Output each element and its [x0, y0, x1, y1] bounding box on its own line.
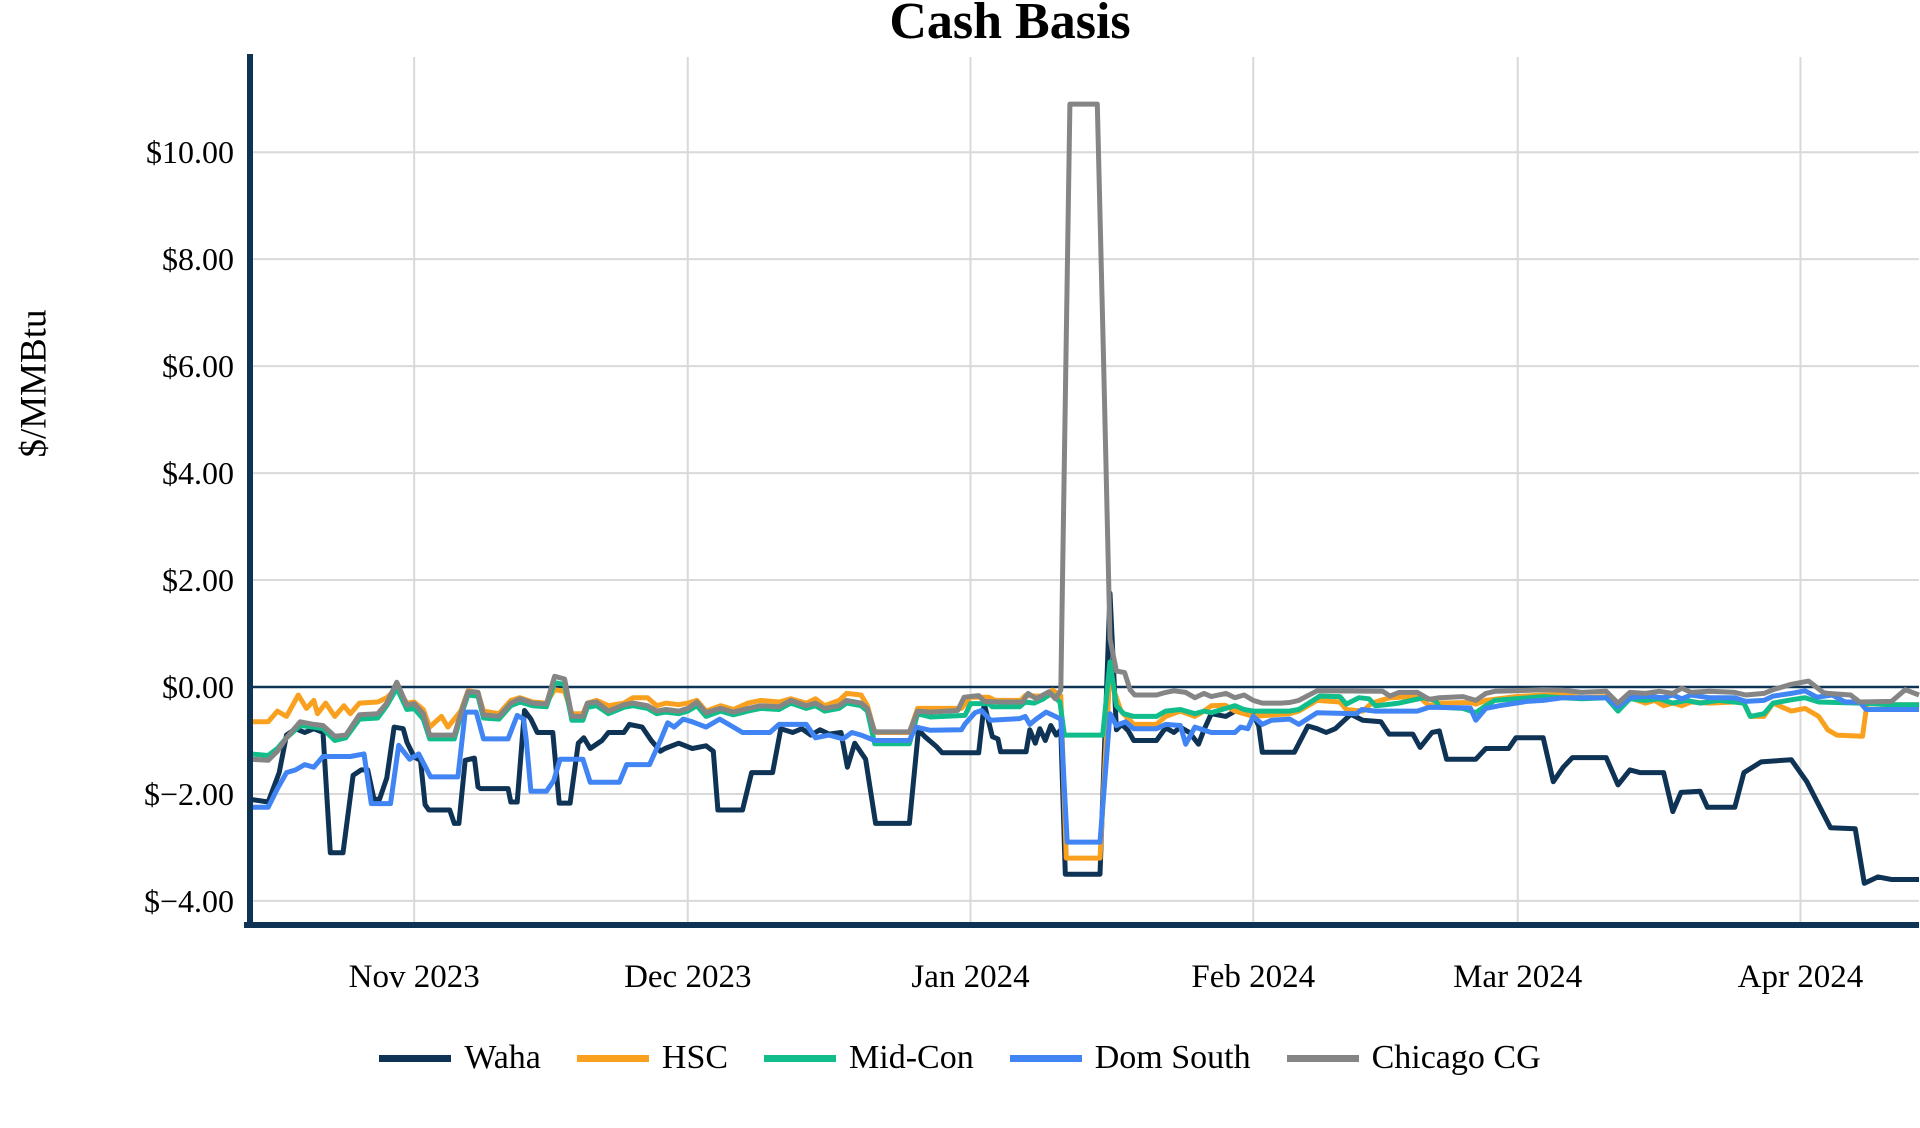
legend-label: Mid-Con — [849, 1039, 974, 1076]
legend-label: Waha — [464, 1039, 541, 1076]
x-tick-label: Nov 2023 — [349, 959, 480, 995]
chart-title: Cash Basis — [889, 0, 1131, 50]
y-tick-label: $−4.00 — [144, 883, 234, 919]
legend-label: Chicago CG — [1371, 1039, 1541, 1076]
legend-item-mid-con: Mid-Con — [764, 1041, 974, 1075]
legend-item-waha: Waha — [379, 1041, 541, 1075]
y-tick-label: $8.00 — [162, 241, 234, 277]
legend-swatch-hsc — [576, 1054, 649, 1062]
y-tick-label: $6.00 — [162, 348, 234, 384]
y-tick-label: $0.00 — [162, 669, 234, 705]
legend-item-hsc: HSC — [576, 1039, 729, 1076]
y-tick-label: $4.00 — [162, 455, 234, 491]
x-tick-label: Mar 2024 — [1453, 959, 1582, 995]
legend-item-dom-south: Dom South — [1009, 1039, 1251, 1076]
legend-swatch-dom-south — [1009, 1054, 1082, 1062]
x-tick-label: Dec 2023 — [624, 959, 751, 995]
y-tick-label: $−2.00 — [144, 776, 234, 812]
series-line-dom-south — [250, 688, 1919, 845]
legend-item-chicago-cg: Chicago CG — [1286, 1039, 1541, 1076]
legend-label: HSC — [661, 1039, 729, 1076]
y-tick-label: $2.00 — [162, 562, 234, 598]
legend-swatch-waha — [379, 1054, 452, 1062]
legend: Waha HSC Mid-Con Dom South Chicago CG — [0, 1041, 1920, 1075]
legend-label: Dom South — [1094, 1039, 1251, 1076]
x-tick-label: Apr 2024 — [1738, 959, 1864, 995]
series-line-chicago-cg — [249, 101, 1920, 763]
legend-swatch-mid-con — [764, 1054, 837, 1062]
legend-swatch-chicago-cg — [1286, 1054, 1359, 1062]
x-tick-label: Jan 2024 — [911, 959, 1029, 995]
y-tick-label: $10.00 — [146, 134, 234, 170]
series-line-waha — [249, 590, 1919, 886]
x-tick-label: Feb 2024 — [1191, 959, 1315, 995]
